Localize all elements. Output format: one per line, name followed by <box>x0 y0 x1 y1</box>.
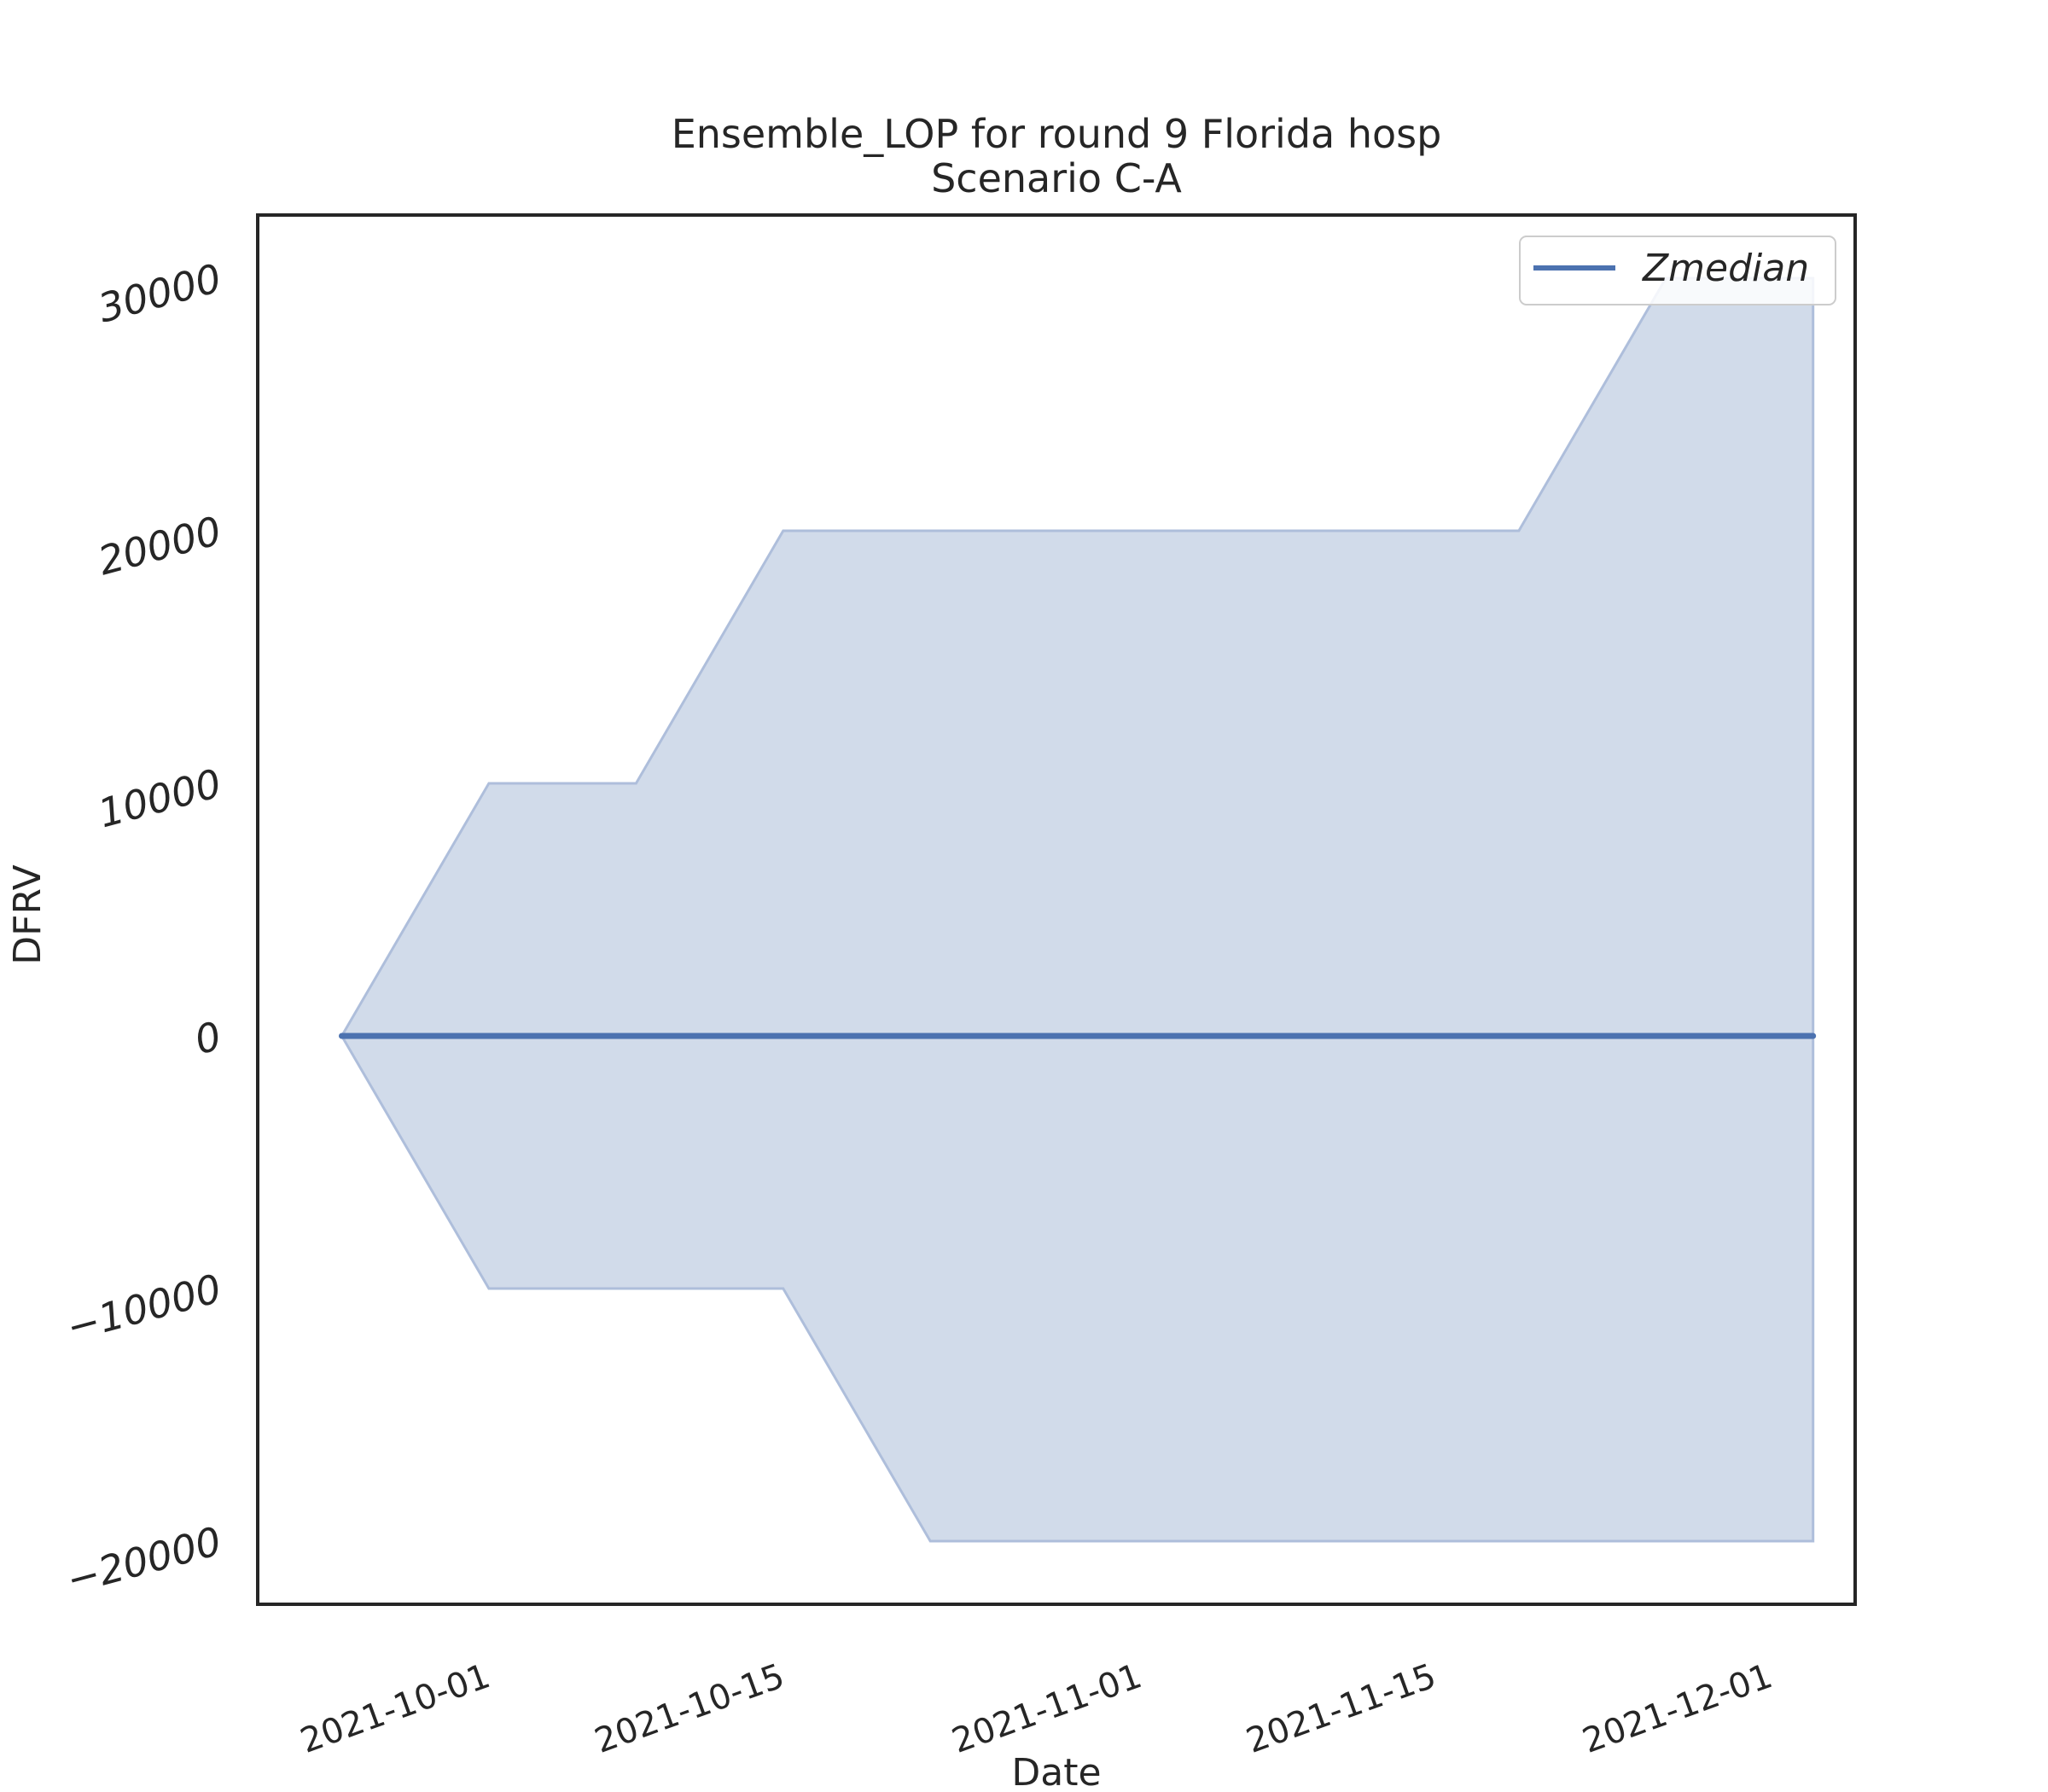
confidence-band <box>340 276 1815 1543</box>
y-axis-ticks: −20000 −10000 0 10000 20000 30000 <box>61 254 226 1603</box>
x-axis-label: Date <box>1011 1751 1101 1792</box>
band-area <box>340 276 1815 1543</box>
x-tick-label: 2021-12-01 <box>1578 1656 1777 1761</box>
x-tick-label: 2021-10-15 <box>590 1656 789 1761</box>
x-tick-label: 2021-11-01 <box>947 1656 1147 1761</box>
y-tick-label: −10000 <box>61 1265 226 1350</box>
y-axis-label: DFRV <box>6 864 49 964</box>
y-tick-label: 20000 <box>94 507 226 584</box>
chart-title: Ensemble_LOP for round 9 Florida hosp <box>672 111 1442 157</box>
x-tick-label: 2021-10-01 <box>295 1656 495 1761</box>
x-tick-label: 2021-11-15 <box>1242 1656 1441 1761</box>
x-axis-ticks: 2021-10-01 2021-10-15 2021-11-01 2021-11-15… <box>295 1656 1777 1761</box>
y-tick-label: −20000 <box>61 1517 226 1603</box>
chart-subtitle: Scenario C-A <box>931 155 1182 201</box>
y-tick-label: 0 <box>190 1012 226 1063</box>
y-tick-label: 30000 <box>94 254 226 331</box>
legend-label: Zmedian <box>1642 247 1809 290</box>
plot-area-frame <box>256 213 1857 1606</box>
y-tick-label: 10000 <box>94 759 226 836</box>
legend: Zmedian <box>1519 236 1836 305</box>
legend-box <box>1519 236 1836 305</box>
